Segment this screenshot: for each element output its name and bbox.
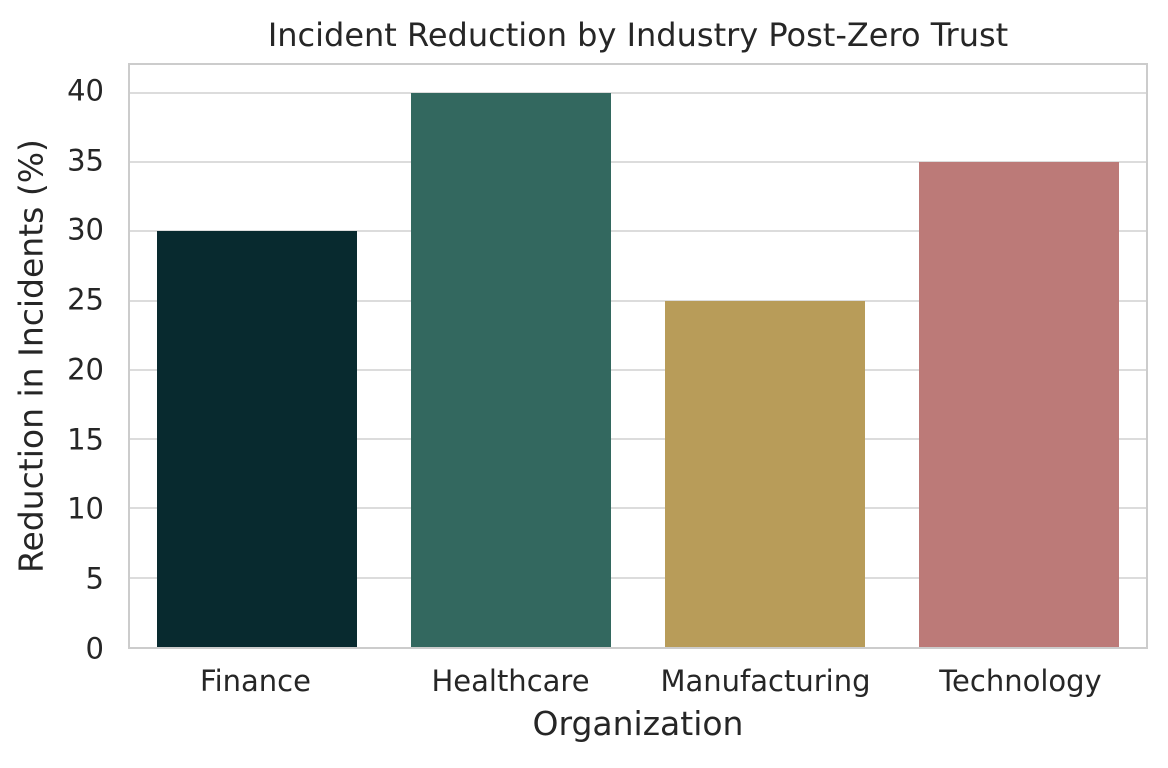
x-tick-label-manufacturing: Manufacturing: [660, 664, 871, 698]
gridline-10: [130, 507, 1146, 510]
bar-manufacturing: [665, 300, 865, 647]
y-tick-label-0: 0: [85, 631, 104, 666]
chart-title: Incident Reduction by Industry Post-Zero…: [267, 16, 1009, 54]
gridline-35: [130, 161, 1146, 163]
y-tick-label-10: 10: [67, 491, 104, 526]
gridline-15: [130, 438, 1146, 441]
bar-technology: [919, 162, 1119, 647]
gridline-40: [130, 91, 1146, 94]
gridline-30: [130, 230, 1146, 233]
gridline-25: [130, 299, 1146, 302]
x-axis-label: Organization: [532, 704, 744, 743]
x-axis-tick-labels: Finance Healthcare Manufacturing Technology: [128, 664, 1148, 702]
y-axis-tick-labels: 0 5 10 15 20 25 30 35 40: [0, 63, 104, 663]
y-tick-label-30: 30: [67, 212, 104, 247]
y-tick-label-25: 25: [67, 282, 104, 317]
bar-finance: [157, 231, 357, 647]
x-tick-label-technology: Technology: [939, 664, 1102, 698]
y-tick-label-5: 5: [85, 561, 104, 596]
y-tick-label-35: 35: [67, 143, 104, 178]
y-tick-label-20: 20: [67, 352, 104, 387]
gridline-5: [130, 576, 1146, 579]
y-tick-label-15: 15: [67, 422, 104, 457]
y-tick-label-40: 40: [67, 73, 104, 108]
gridline-20: [130, 368, 1146, 371]
plot-area: [128, 63, 1148, 649]
bar-healthcare: [411, 92, 611, 647]
x-tick-label-healthcare: Healthcare: [431, 664, 590, 698]
x-tick-label-finance: Finance: [200, 664, 311, 698]
